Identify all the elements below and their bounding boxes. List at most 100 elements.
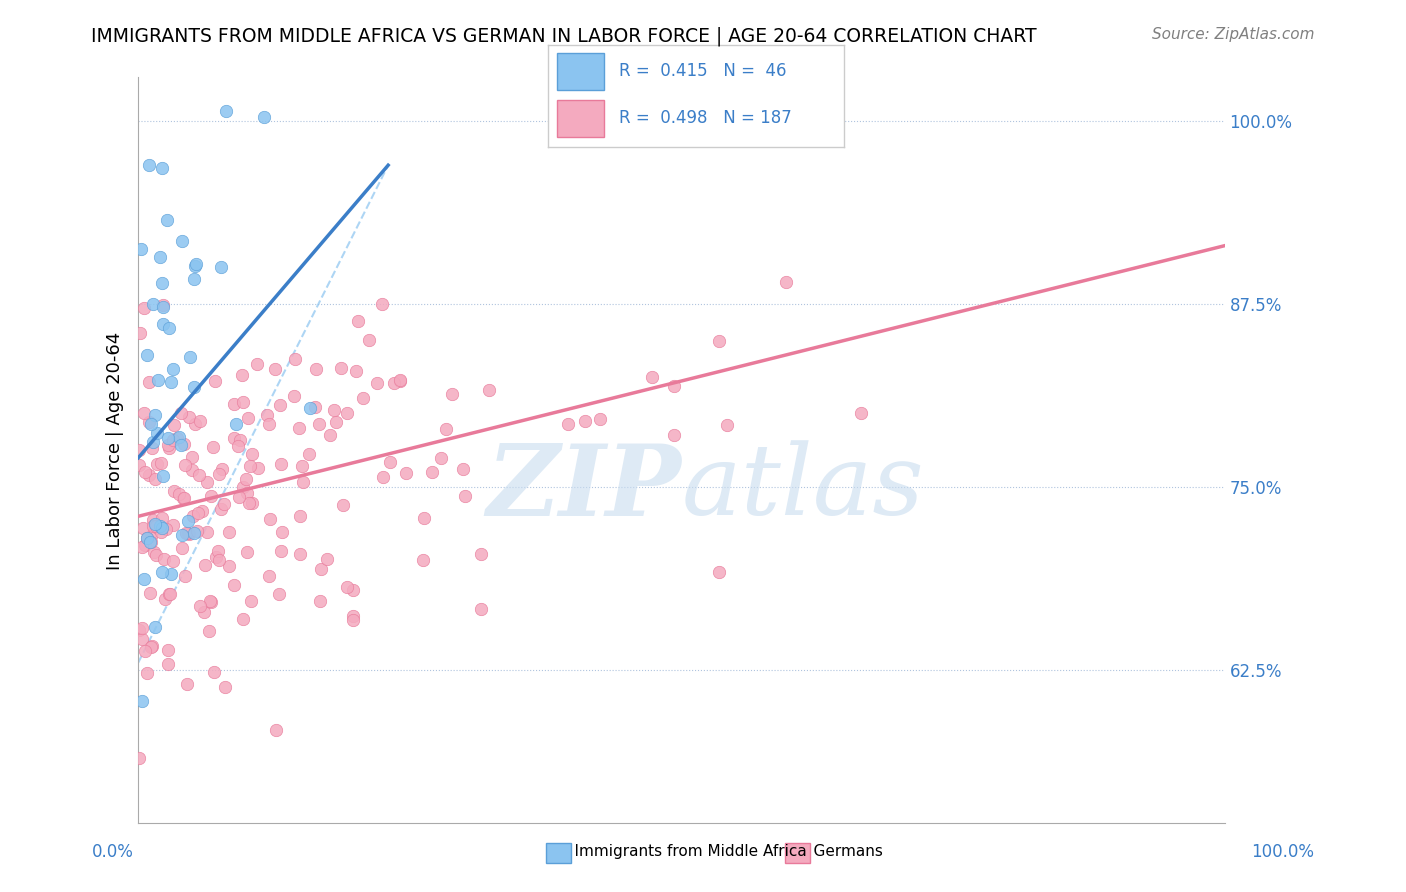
Point bbox=[132, 572, 155, 586]
Point bbox=[177, 527, 200, 541]
Bar bbox=[557, 53, 605, 90]
Point bbox=[329, 361, 352, 376]
Point bbox=[342, 614, 364, 628]
Point bbox=[288, 421, 311, 435]
Point bbox=[224, 397, 246, 411]
Point bbox=[470, 547, 492, 561]
Point bbox=[209, 501, 232, 516]
Point bbox=[215, 104, 238, 119]
Point bbox=[156, 213, 179, 227]
Point bbox=[156, 438, 179, 452]
Point bbox=[146, 373, 169, 387]
Point bbox=[150, 525, 173, 540]
Point bbox=[135, 348, 157, 362]
Point bbox=[173, 437, 195, 451]
Point bbox=[150, 566, 173, 580]
Point bbox=[157, 657, 180, 671]
Point bbox=[157, 642, 180, 657]
Point bbox=[145, 518, 167, 533]
Point bbox=[304, 400, 326, 414]
Point bbox=[183, 525, 205, 540]
Point bbox=[342, 583, 364, 598]
Point bbox=[212, 496, 235, 510]
Point bbox=[162, 554, 184, 568]
Point bbox=[440, 387, 463, 401]
Point bbox=[288, 509, 311, 524]
Point bbox=[149, 519, 172, 533]
Point bbox=[141, 640, 163, 654]
Point bbox=[266, 723, 288, 738]
Point bbox=[177, 525, 200, 540]
Point bbox=[323, 403, 346, 417]
Point bbox=[269, 398, 291, 412]
Point bbox=[430, 450, 453, 465]
Point bbox=[188, 468, 211, 483]
Point bbox=[142, 435, 165, 450]
Text: 100.0%: 100.0% bbox=[1251, 843, 1315, 861]
Point bbox=[236, 544, 259, 558]
Point bbox=[716, 418, 738, 433]
Point bbox=[169, 430, 191, 444]
Point bbox=[153, 551, 176, 566]
Point bbox=[238, 459, 260, 474]
Point bbox=[202, 440, 225, 454]
Point bbox=[291, 459, 314, 474]
Point bbox=[143, 472, 166, 486]
Point bbox=[190, 599, 212, 614]
Point bbox=[195, 524, 218, 539]
Text: R =  0.415   N =  46: R = 0.415 N = 46 bbox=[619, 62, 787, 80]
Point bbox=[664, 379, 686, 393]
Point bbox=[129, 326, 152, 340]
Point bbox=[139, 585, 162, 599]
Point bbox=[166, 431, 188, 445]
Point bbox=[298, 447, 321, 461]
Point bbox=[205, 550, 228, 565]
Point bbox=[305, 361, 328, 376]
Text: Immigrants from Middle Africa: Immigrants from Middle Africa bbox=[555, 845, 807, 859]
Point bbox=[134, 538, 156, 552]
Point bbox=[152, 469, 174, 483]
Point bbox=[270, 457, 292, 471]
Point bbox=[172, 491, 194, 506]
Point bbox=[231, 368, 253, 382]
Point bbox=[131, 632, 153, 646]
Point bbox=[239, 593, 262, 607]
Point bbox=[232, 480, 254, 494]
Point bbox=[236, 410, 259, 425]
Point bbox=[451, 462, 474, 476]
Point bbox=[325, 415, 347, 429]
Point bbox=[138, 158, 160, 172]
Point bbox=[134, 644, 156, 658]
Point bbox=[132, 406, 155, 420]
Point bbox=[259, 417, 281, 431]
Point bbox=[235, 486, 257, 500]
Point bbox=[149, 250, 172, 264]
Point bbox=[707, 334, 730, 349]
Point bbox=[150, 456, 173, 470]
Text: atlas: atlas bbox=[682, 440, 924, 535]
Point bbox=[177, 514, 200, 528]
Point bbox=[142, 513, 165, 527]
Bar bbox=[557, 100, 605, 137]
Point bbox=[145, 548, 167, 562]
Point bbox=[775, 275, 797, 289]
Point bbox=[150, 161, 173, 175]
Point bbox=[849, 406, 872, 420]
Point bbox=[152, 300, 174, 314]
Point bbox=[162, 361, 184, 376]
Point bbox=[160, 567, 183, 582]
Point bbox=[388, 373, 411, 387]
Point bbox=[176, 676, 198, 690]
Point bbox=[142, 544, 165, 558]
Point bbox=[142, 519, 165, 533]
Point bbox=[478, 383, 501, 397]
Point bbox=[240, 496, 263, 510]
Point bbox=[131, 621, 153, 635]
Point bbox=[308, 417, 330, 431]
Point bbox=[292, 475, 315, 490]
Point bbox=[157, 441, 180, 455]
Point bbox=[170, 234, 193, 248]
Point bbox=[207, 543, 229, 558]
Point bbox=[662, 428, 685, 442]
Point bbox=[232, 394, 254, 409]
